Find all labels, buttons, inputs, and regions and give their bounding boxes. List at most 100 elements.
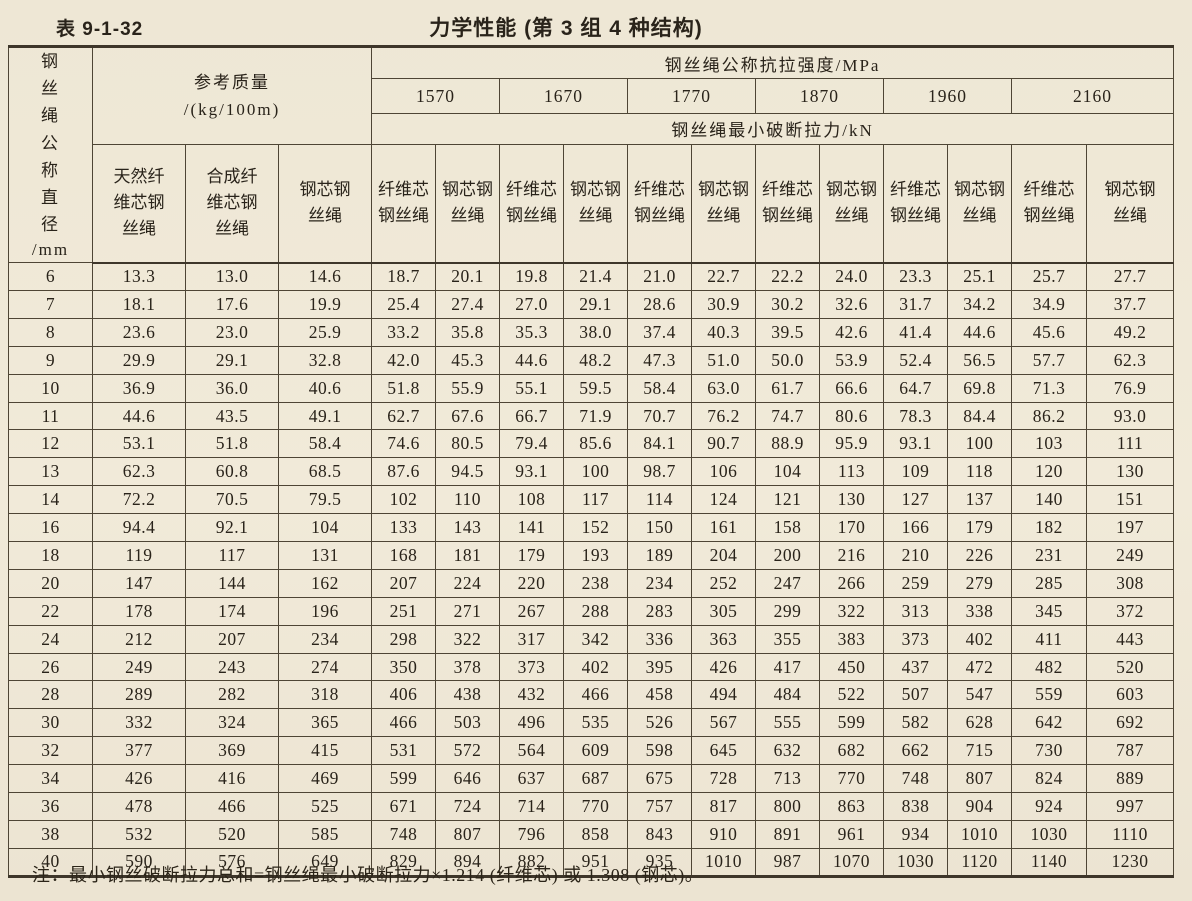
value-cell: 179	[947, 513, 1012, 543]
value-cell: 671	[371, 792, 436, 821]
table-row: 36 478 466 525 671 724 714 770 757 817 800 863 838 90…	[8, 792, 1175, 821]
col-header-fiber-core-1570: 纤维芯钢丝绳	[371, 144, 436, 264]
value-cell: 1140	[1011, 847, 1087, 877]
value-cell: 402	[947, 624, 1012, 654]
value-cell: 807	[947, 764, 1012, 794]
value-cell: 55.1	[499, 373, 564, 403]
value-cell: 80.6	[819, 401, 884, 431]
value-cell: 961	[819, 819, 884, 849]
value-cell: 25.1	[947, 262, 1012, 291]
value-cell: 555	[755, 708, 820, 738]
value-cell: 299	[755, 596, 820, 626]
value-cell: 33.2	[371, 317, 436, 347]
value-cell: 824	[1011, 764, 1087, 794]
value-cell: 25.4	[371, 290, 436, 319]
value-cell: 17.6	[185, 290, 279, 319]
value-cell: 313	[883, 596, 948, 626]
value-cell: 271	[435, 596, 500, 626]
diameter-cell: 18	[8, 541, 93, 570]
col-header-fiber-core-1870: 纤维芯钢丝绳	[755, 144, 820, 264]
value-cell: 104	[278, 513, 372, 543]
value-cell: 130	[819, 485, 884, 515]
subhead-label: 合成纤维芯钢丝绳	[206, 166, 258, 239]
table-number: 表 9-1-32	[56, 19, 144, 40]
value-cell: 30.9	[691, 290, 756, 319]
value-cell: 170	[819, 513, 884, 543]
value-cell: 532	[92, 819, 186, 849]
value-cell: 338	[947, 596, 1012, 626]
value-cell: 259	[883, 568, 948, 598]
value-cell: 324	[185, 708, 279, 738]
value-cell: 298	[371, 624, 436, 654]
value-cell: 113	[819, 457, 884, 487]
value-cell: 484	[755, 680, 820, 710]
value-cell: 770	[563, 792, 628, 821]
value-cell: 1010	[691, 847, 756, 877]
ref-mass-unit: /(kg/100m)	[183, 100, 281, 119]
value-cell: 207	[371, 568, 436, 598]
value-cell: 715	[947, 736, 1012, 766]
value-cell: 247	[755, 568, 820, 598]
diameter-cell: 9	[8, 345, 93, 375]
mechanical-properties-table: 钢丝绳公称直径 /mm 参考质量 /(kg/100m) 钢丝绳公称抗拉强度/MP…	[8, 45, 1175, 878]
value-cell: 143	[435, 513, 500, 543]
value-cell: 1070	[819, 847, 884, 877]
value-cell: 858	[563, 819, 628, 849]
value-cell: 496	[499, 708, 564, 738]
value-cell: 162	[278, 568, 372, 598]
col-header-steel-core-1870: 钢芯钢丝绳	[819, 144, 884, 264]
value-cell: 426	[92, 764, 186, 794]
value-cell: 406	[371, 680, 436, 710]
value-cell: 140	[1011, 485, 1087, 515]
value-cell: 58.4	[627, 373, 692, 403]
subhead-label: 纤维芯钢丝绳	[889, 179, 941, 226]
value-cell: 426	[691, 652, 756, 682]
value-cell: 74.7	[755, 401, 820, 431]
diameter-cell: 24	[8, 624, 93, 654]
strength-grade-2160: 2160	[1010, 78, 1175, 114]
value-cell: 675	[627, 764, 692, 794]
value-cell: 910	[691, 819, 756, 849]
subhead-label: 钢芯钢丝绳	[441, 179, 493, 226]
value-cell: 57.7	[1011, 345, 1087, 375]
table-row: 9 29.9 29.1 32.8 42.0 45.3 44.6 48.2 47.3 51.0 50.…	[8, 345, 1175, 375]
value-cell: 383	[819, 624, 884, 654]
value-cell: 1010	[947, 819, 1012, 849]
value-cell: 369	[185, 736, 279, 766]
value-cell: 133	[371, 513, 436, 543]
diameter-cell: 34	[8, 764, 93, 794]
value-cell: 305	[691, 596, 756, 626]
diameter-cell: 7	[8, 290, 93, 319]
value-cell: 342	[563, 624, 628, 654]
value-cell: 220	[499, 568, 564, 598]
value-cell: 109	[883, 457, 948, 487]
value-cell: 609	[563, 736, 628, 766]
value-cell: 234	[627, 568, 692, 598]
value-cell: 178	[92, 596, 186, 626]
diameter-unit: /mm	[31, 240, 70, 260]
strength-grade-1870: 1870	[755, 78, 884, 114]
value-cell: 559	[1011, 680, 1087, 710]
value-cell: 234	[278, 624, 372, 654]
value-cell: 564	[499, 736, 564, 766]
value-cell: 100	[563, 457, 628, 487]
value-cell: 37.7	[1085, 290, 1175, 319]
value-cell: 582	[883, 708, 948, 738]
value-cell: 466	[185, 792, 279, 821]
value-cell: 567	[691, 708, 756, 738]
value-cell: 144	[185, 568, 279, 598]
subhead-label: 纤维芯钢丝绳	[761, 179, 813, 226]
value-cell: 39.5	[755, 317, 820, 347]
value-cell: 24.0	[819, 262, 884, 291]
value-cell: 796	[499, 819, 564, 849]
value-cell: 535	[563, 708, 628, 738]
value-cell: 62.3	[1085, 345, 1175, 375]
value-cell: 317	[499, 624, 564, 654]
value-cell: 646	[435, 764, 500, 794]
diameter-cell: 13	[8, 457, 93, 487]
value-cell: 36.0	[185, 373, 279, 403]
col-header-steel-core-2160: 钢芯钢丝绳	[1085, 144, 1175, 264]
value-cell: 119	[92, 541, 186, 570]
value-cell: 682	[819, 736, 884, 766]
value-cell: 151	[1085, 485, 1175, 515]
